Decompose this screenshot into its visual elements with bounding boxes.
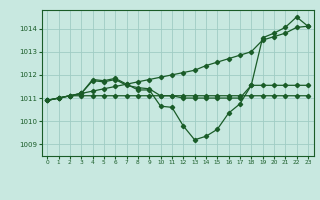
Text: Graphe pression niveau de la mer (hPa): Graphe pression niveau de la mer (hPa) <box>60 181 260 190</box>
